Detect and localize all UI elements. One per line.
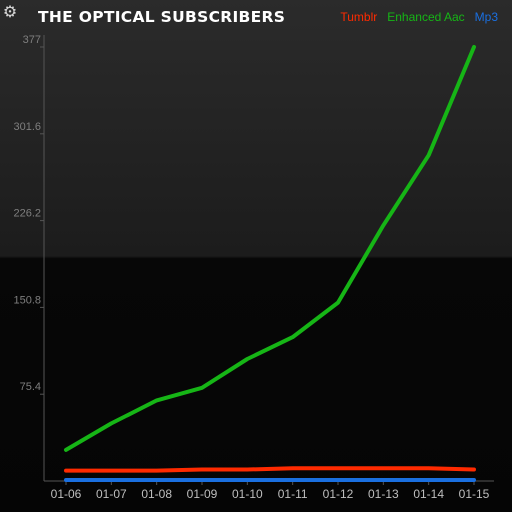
x-tick-label: 01-14 [413, 487, 444, 501]
x-tick-label: 01-12 [323, 487, 354, 501]
y-tick-label: 377 [23, 34, 41, 46]
gear-icon[interactable]: ⚙ [2, 2, 18, 21]
y-tick-label: 301.6 [13, 121, 41, 133]
x-tick-label: 01-06 [51, 487, 82, 501]
x-tick-label: 01-13 [368, 487, 399, 501]
x-tick-label: 01-10 [232, 487, 263, 501]
legend-item-mp3: Mp3 [474, 10, 498, 24]
x-tick-label: 01-07 [96, 487, 127, 501]
x-tick-label: 01-09 [187, 487, 218, 501]
chart-title: THE OPTICAL SUBSCRIBERS [38, 8, 286, 26]
legend-item-tumblr: Tumblr [340, 10, 378, 24]
y-tick-label: 150.8 [13, 294, 41, 306]
series-line-enhanced-aac [64, 45, 476, 452]
x-tick-label: 01-11 [278, 487, 308, 501]
x-tick-label: 01-08 [141, 487, 172, 501]
x-tick-label: 01-15 [459, 487, 490, 501]
y-tick-label: 226.2 [13, 208, 41, 220]
y-tick-label: 75.4 [20, 381, 41, 393]
series-line-tumblr [64, 466, 476, 473]
legend: Tumblr Enhanced Aac Mp3 [340, 10, 498, 24]
legend-item-enhanced-aac: Enhanced Aac [387, 10, 465, 24]
